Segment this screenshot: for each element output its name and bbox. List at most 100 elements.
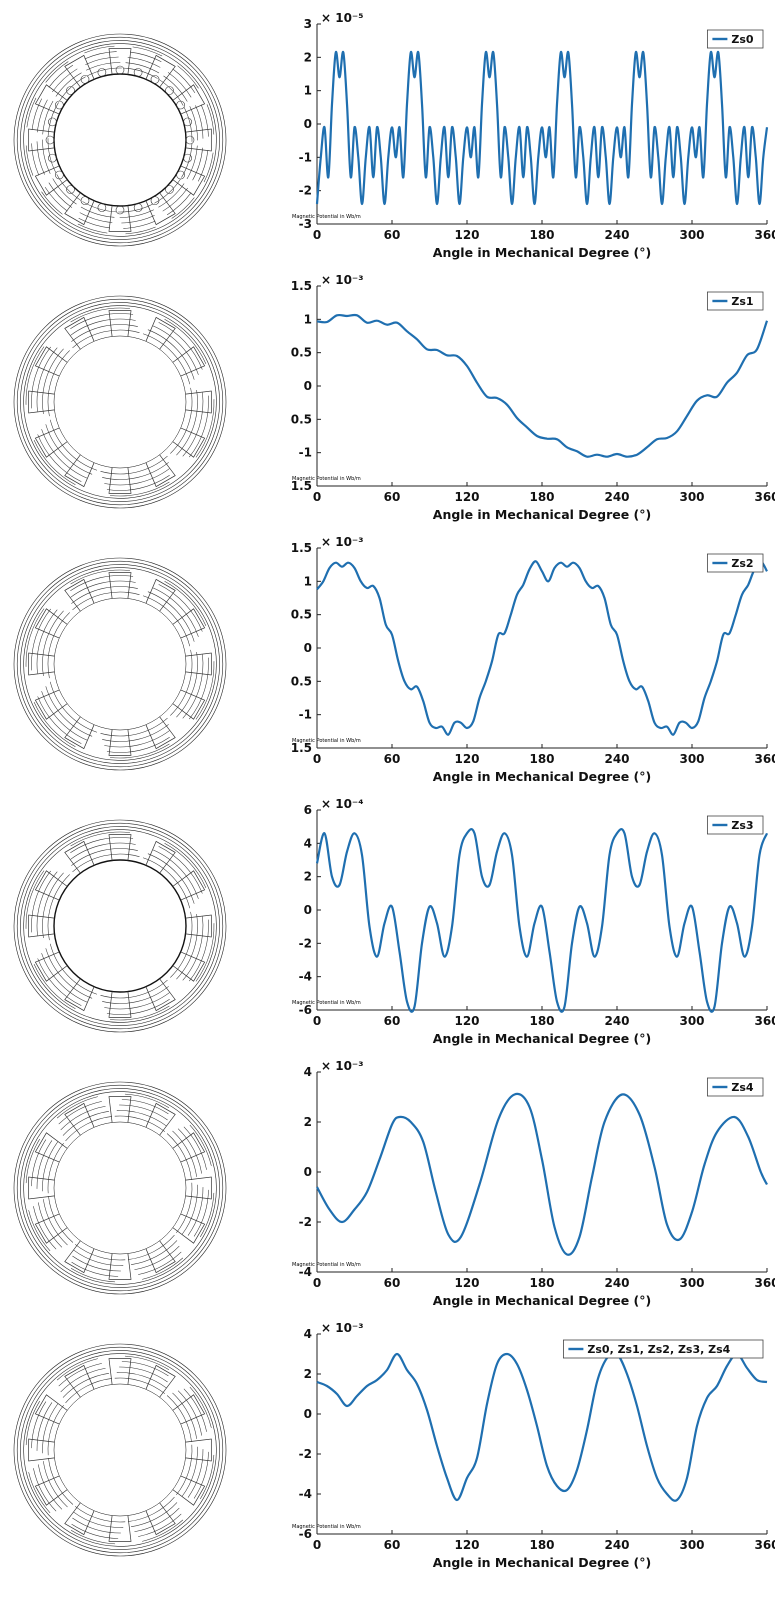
x-tick-label: 300 <box>679 1538 704 1552</box>
figure-row-0: Magnetic Potential in Wb/m -3 -2 -1 0 1 2 3 0 60 1… <box>0 8 775 276</box>
contour-lines <box>13 295 227 509</box>
y-exponent: × 10⁻³ <box>321 535 364 549</box>
contour-caption: Magnetic Potential in Wb/m <box>292 1262 361 1268</box>
flux-contour-plot <box>13 1081 227 1295</box>
x-tick-label: 180 <box>529 490 554 504</box>
x-tick-label: 240 <box>604 1014 629 1028</box>
contour-caption: Magnetic Potential in Wb/m <box>292 1000 361 1006</box>
x-tick-label: 0 <box>313 1538 321 1552</box>
x-tick-label: 120 <box>454 228 479 242</box>
y-tick-label: 1 <box>304 574 312 588</box>
x-axis-label: Angle in Mechanical Degree (°) <box>433 507 651 522</box>
y-exponent: × 10⁻³ <box>321 1059 364 1073</box>
y-tick-label: 0 <box>304 641 312 655</box>
contour-lines <box>13 33 227 247</box>
x-tick-label: 180 <box>529 1276 554 1290</box>
y-tick-label: 2 <box>304 870 312 884</box>
y-tick-label: 3 <box>304 17 312 31</box>
y-tick-label: -0.5 <box>290 412 312 426</box>
x-tick-label: 60 <box>384 1538 401 1552</box>
x-tick-label: 300 <box>679 1276 704 1290</box>
y-exponent: × 10⁻³ <box>321 273 364 287</box>
y-tick-label: 6 <box>304 803 312 817</box>
figure-row-4: Magnetic Potential in Wb/m -4 -2 0 2 4 0 60 120 1… <box>0 1056 775 1324</box>
series-line <box>316 560 768 736</box>
x-tick-label: 180 <box>529 1014 554 1028</box>
x-tick-label: 360 <box>754 1538 775 1552</box>
x-tick-label: 360 <box>754 490 775 504</box>
y-tick-label: -6 <box>299 1527 312 1541</box>
legend: Zs1 <box>706 291 764 311</box>
x-tick-label: 0 <box>313 752 321 766</box>
x-tick-label: 0 <box>313 1014 321 1028</box>
x-tick-label: 120 <box>454 1014 479 1028</box>
x-tick-label: 0 <box>313 490 321 504</box>
y-tick-label: 0 <box>304 379 312 393</box>
contour-lines <box>13 819 227 1033</box>
y-tick-label: 4 <box>304 1327 312 1341</box>
y-tick-label: 2 <box>304 50 312 64</box>
y-tick-label: -3 <box>299 217 312 231</box>
y-tick-label: 1.5 <box>291 279 312 293</box>
x-axis-label: Angle in Mechanical Degree (°) <box>433 1293 651 1308</box>
y-tick-label: 1 <box>304 312 312 326</box>
x-tick-label: 120 <box>454 1276 479 1290</box>
x-axis-label: Angle in Mechanical Degree (°) <box>433 245 651 260</box>
x-tick-label: 240 <box>604 490 629 504</box>
series-line <box>315 51 769 206</box>
figure-row-5: Magnetic Potential in Wb/m -6 -4 -2 0 2 4 0 60 12… <box>0 1318 775 1586</box>
series-line <box>315 828 769 1013</box>
y-tick-label: -1.5 <box>290 741 312 755</box>
figure-row-2: Magnetic Potential in Wb/m-1.5 -1 -0.5 0 0.5… <box>0 532 775 800</box>
line-chart: Magnetic Potential in Wb/m-1.5 -1 -0.5 0 0.5… <box>290 535 775 784</box>
y-tick-label: -2 <box>299 936 312 950</box>
legend-box <box>706 29 764 49</box>
x-tick-label: 360 <box>754 1014 775 1028</box>
x-tick-label: 60 <box>384 228 401 242</box>
y-tick-label: -1 <box>299 708 312 722</box>
legend-label: Zs1 <box>731 295 753 308</box>
y-tick-label: -2 <box>299 1215 312 1229</box>
y-tick-label: 1.5 <box>291 541 312 555</box>
x-tick-label: 300 <box>679 490 704 504</box>
y-tick-label: -4 <box>299 970 312 984</box>
y-tick-label: 0.5 <box>291 346 312 360</box>
y-tick-label: -1 <box>299 446 312 460</box>
x-tick-label: 60 <box>384 1276 401 1290</box>
x-tick-label: 240 <box>604 752 629 766</box>
contour-lines <box>13 557 227 771</box>
legend: Zs3 <box>706 815 764 835</box>
x-tick-label: 120 <box>454 1538 479 1552</box>
x-tick-label: 300 <box>679 228 704 242</box>
y-tick-label: 2 <box>304 1115 312 1129</box>
y-exponent: × 10⁻⁵ <box>321 11 364 25</box>
x-tick-label: 120 <box>454 490 479 504</box>
y-tick-label: 0.5 <box>291 608 312 622</box>
flux-contour-plot <box>13 557 227 771</box>
x-tick-label: 240 <box>604 1538 629 1552</box>
y-tick-label: -2 <box>299 1447 312 1461</box>
flux-contour-plot <box>13 1343 227 1557</box>
x-tick-label: 180 <box>529 228 554 242</box>
legend-box <box>706 291 764 311</box>
legend-label: Zs2 <box>731 557 753 570</box>
y-tick-label: -2 <box>299 184 312 198</box>
y-tick-label: -0.5 <box>290 674 312 688</box>
legend: Zs4 <box>706 1077 764 1097</box>
flux-contour-plot <box>13 819 227 1033</box>
series-line <box>316 1092 768 1256</box>
figure-row-1: Magnetic Potential in Wb/m-1.5 -1 -0.5 0 0.5… <box>0 270 775 538</box>
contour-caption: Magnetic Potential in Wb/m <box>292 738 361 744</box>
y-tick-label: -1 <box>299 150 312 164</box>
legend-label: Zs0 <box>731 33 754 46</box>
y-tick-label: -4 <box>299 1265 312 1279</box>
flux-contour-plot <box>13 295 227 509</box>
legend: Zs2 <box>706 553 764 573</box>
y-exponent: × 10⁻⁴ <box>321 797 364 811</box>
y-tick-label: -4 <box>299 1487 312 1501</box>
legend-box <box>706 553 764 573</box>
y-tick-label: 2 <box>304 1367 312 1381</box>
